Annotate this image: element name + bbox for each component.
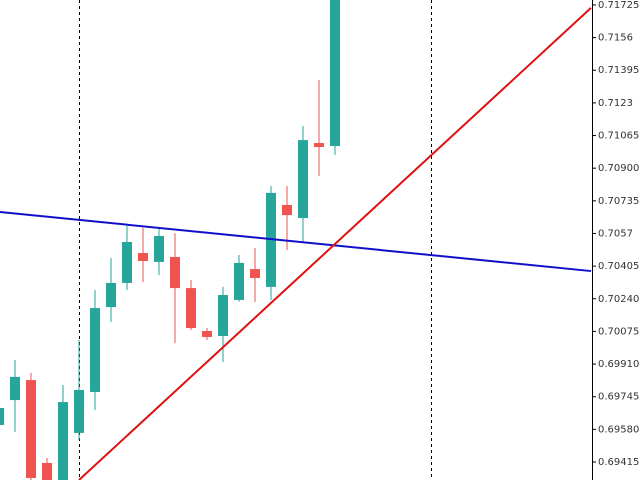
candle-body <box>250 269 260 278</box>
candle-body <box>138 253 148 261</box>
y-tick-label: 0.7123 <box>598 98 633 109</box>
candle-body <box>186 288 196 329</box>
trendline <box>78 7 592 480</box>
candle-body <box>314 143 324 148</box>
y-tick-label: 0.7156 <box>598 33 633 44</box>
y-tick-label: 0.69745 <box>598 392 639 403</box>
y-tick-label: 0.69910 <box>598 359 639 370</box>
candle-body <box>202 331 212 337</box>
candle-body <box>58 402 68 480</box>
candle-body <box>298 140 308 219</box>
trendline <box>0 210 592 273</box>
candle-body <box>10 376 20 401</box>
y-tick-label: 0.70405 <box>598 261 639 272</box>
y-tick-label: 0.70075 <box>598 326 639 337</box>
y-tick-label: 0.69580 <box>598 424 639 435</box>
candle-body <box>0 407 4 425</box>
candle-body <box>218 295 228 336</box>
candle-body <box>170 257 180 289</box>
candle-body <box>154 236 164 262</box>
candle-body <box>106 282 116 308</box>
y-tick-label: 0.69415 <box>598 457 639 468</box>
candle-body <box>26 380 36 479</box>
y-tick-label: 0.71065 <box>598 131 639 142</box>
y-tick-label: 0.70735 <box>598 196 639 207</box>
y-tick-label: 0.7057 <box>598 228 633 239</box>
candle-body <box>74 389 84 433</box>
candle-body <box>122 241 132 283</box>
y-tick-label: 0.70240 <box>598 294 639 305</box>
candle-body <box>330 0 340 147</box>
candle-body <box>42 462 52 480</box>
y-tick-label: 0.71395 <box>598 65 639 76</box>
candle-body <box>90 308 100 392</box>
candle-body <box>282 204 292 216</box>
y-tick-label: 0.70900 <box>598 163 639 174</box>
candle-body <box>234 262 244 300</box>
y-tick-label: 0.71725 <box>598 0 639 11</box>
plot <box>0 0 592 480</box>
